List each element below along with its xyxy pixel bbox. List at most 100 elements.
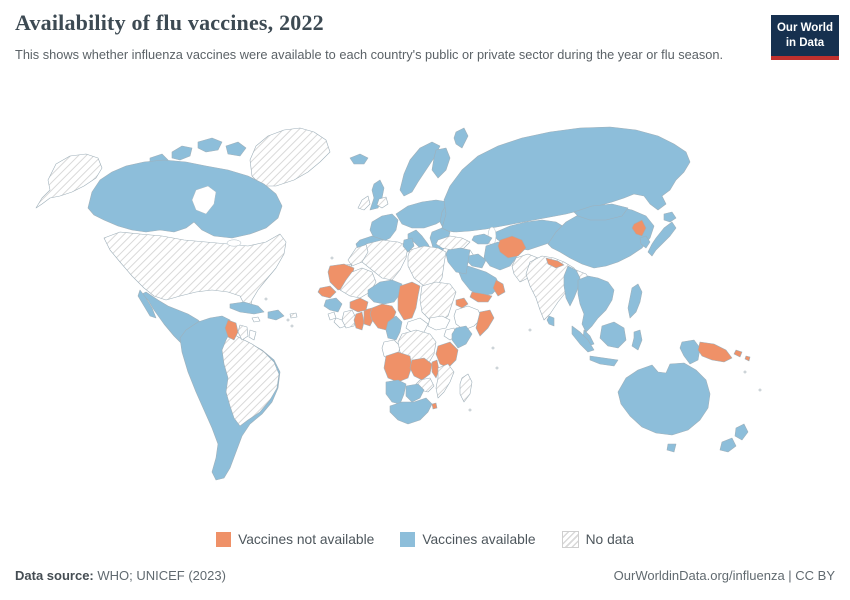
country-new-zealand-south[interactable] xyxy=(719,437,737,453)
country-indonesia-papua[interactable] xyxy=(679,339,701,365)
legend-item-not-available[interactable]: Vaccines not available xyxy=(216,532,374,547)
country-french-guiana[interactable] xyxy=(248,329,257,341)
country-papua-new-guinea[interactable] xyxy=(697,341,733,363)
country-liberia[interactable] xyxy=(333,317,347,329)
country-egypt[interactable] xyxy=(445,247,471,275)
country-libya[interactable] xyxy=(407,245,447,289)
page-title: Availability of flu vaccines, 2022 xyxy=(15,10,324,35)
great-lakes xyxy=(226,239,242,247)
country-kenya[interactable] xyxy=(451,325,473,349)
country-ghana[interactable] xyxy=(353,311,365,331)
country-united-states[interactable] xyxy=(103,231,287,311)
country-ethiopia[interactable] xyxy=(453,305,483,331)
country-guinea[interactable] xyxy=(323,297,343,313)
country-solomon-islands[interactable] xyxy=(744,355,751,362)
country-tanzania[interactable] xyxy=(435,341,459,369)
country-philippines[interactable] xyxy=(627,283,643,319)
country-eritrea[interactable] xyxy=(455,297,469,309)
country-canada-arctic[interactable] xyxy=(225,141,247,157)
region-indochina[interactable] xyxy=(577,275,615,333)
country-cote-divoire[interactable] xyxy=(341,309,357,329)
country-brazil[interactable] xyxy=(221,331,280,427)
footer: Data source: WHO; UNICEF (2023) OurWorld… xyxy=(15,568,835,583)
country-botswana[interactable] xyxy=(405,383,425,403)
country-united-kingdom[interactable] xyxy=(369,179,385,211)
country-finland[interactable] xyxy=(431,147,451,179)
country-south-africa[interactable] xyxy=(389,397,433,425)
hudson-bay xyxy=(191,185,217,215)
country-myanmar[interactable] xyxy=(563,265,581,307)
country-burkina-faso[interactable] xyxy=(349,297,369,313)
country-suriname[interactable] xyxy=(237,324,249,341)
country-ireland[interactable] xyxy=(357,195,371,211)
country-mali[interactable] xyxy=(339,267,377,299)
country-madagascar[interactable] xyxy=(459,373,473,403)
country-australia[interactable] xyxy=(617,362,711,436)
region-caucasus[interactable] xyxy=(471,233,493,245)
country-cuba[interactable] xyxy=(229,301,265,315)
data-source-label: Data source: xyxy=(15,568,94,583)
country-hispaniola[interactable] xyxy=(267,309,285,321)
data-source-text: WHO; UNICEF (2023) xyxy=(93,568,226,583)
country-japan-honshu[interactable] xyxy=(647,221,677,257)
country-canada-arctic[interactable] xyxy=(171,145,193,161)
country-namibia[interactable] xyxy=(385,379,407,405)
country-sri-lanka[interactable] xyxy=(546,315,555,327)
owid-logo[interactable]: Our World in Data xyxy=(771,15,839,60)
country-alaska[interactable] xyxy=(35,153,103,209)
legend-swatch-no-data xyxy=(561,531,579,548)
country-oman[interactable] xyxy=(492,279,506,297)
country-iceland[interactable] xyxy=(349,153,369,165)
country-indonesia-sulawesi[interactable] xyxy=(631,329,643,351)
country-tunisia[interactable] xyxy=(402,237,415,253)
country-cameroon[interactable] xyxy=(385,315,403,341)
country-indonesia-java[interactable] xyxy=(589,355,619,367)
small-island xyxy=(491,346,495,350)
country-senegal[interactable] xyxy=(317,285,337,299)
country-afghanistan[interactable] xyxy=(497,235,527,259)
country-greenland[interactable] xyxy=(249,127,331,187)
country-indonesia-borneo[interactable] xyxy=(599,321,627,349)
country-jamaica[interactable] xyxy=(251,316,261,323)
country-algeria[interactable] xyxy=(361,239,409,281)
country-novaya-zemlya[interactable] xyxy=(453,127,469,149)
country-canada[interactable] xyxy=(87,159,283,239)
country-denmark[interactable] xyxy=(376,196,389,209)
country-somalia[interactable] xyxy=(475,309,495,337)
country-sierra-leone[interactable] xyxy=(327,311,337,321)
legend-item-no-data[interactable]: No data xyxy=(561,531,634,548)
country-tasmania[interactable] xyxy=(666,443,677,453)
data-source: Data source: WHO; UNICEF (2023) xyxy=(15,568,226,583)
small-island xyxy=(286,318,290,322)
country-puerto-rico[interactable] xyxy=(289,312,298,319)
country-russia[interactable] xyxy=(441,126,691,233)
country-sudan[interactable] xyxy=(419,281,457,323)
country-turkey[interactable] xyxy=(435,235,471,251)
country-chad[interactable] xyxy=(397,281,421,321)
country-south-korea[interactable] xyxy=(639,235,651,249)
country-mongolia[interactable] xyxy=(573,203,629,221)
country-eswatini[interactable] xyxy=(431,402,438,410)
country-north-korea[interactable] xyxy=(631,219,647,237)
country-zambia[interactable] xyxy=(409,357,433,381)
country-niger[interactable] xyxy=(367,279,403,305)
country-yemen[interactable] xyxy=(469,291,493,303)
owid-link[interactable]: OurWorldinData.org/influenza | CC BY xyxy=(613,568,835,583)
country-canada-arctic[interactable] xyxy=(197,137,223,153)
country-new-britain[interactable] xyxy=(733,349,743,358)
map-legend: Vaccines not available Vaccines available… xyxy=(0,531,850,548)
country-japan-hokkaido[interactable] xyxy=(663,211,677,223)
country-angola[interactable] xyxy=(383,351,413,383)
legend-item-available[interactable]: Vaccines available xyxy=(400,532,536,547)
country-new-zealand-north[interactable] xyxy=(734,423,749,441)
country-guyana[interactable] xyxy=(224,319,239,341)
country-mozambique[interactable] xyxy=(435,363,455,399)
country-saudi-arabia[interactable] xyxy=(457,263,501,297)
country-malawi[interactable] xyxy=(431,359,440,379)
country-nepal[interactable] xyxy=(545,257,565,269)
country-mexico-baja[interactable] xyxy=(137,289,157,319)
country-south-sudan[interactable] xyxy=(427,315,451,331)
owid-logo-line1: Our World xyxy=(776,22,833,35)
country-indonesia-sumatra[interactable] xyxy=(571,325,595,353)
country-france[interactable] xyxy=(369,213,399,243)
